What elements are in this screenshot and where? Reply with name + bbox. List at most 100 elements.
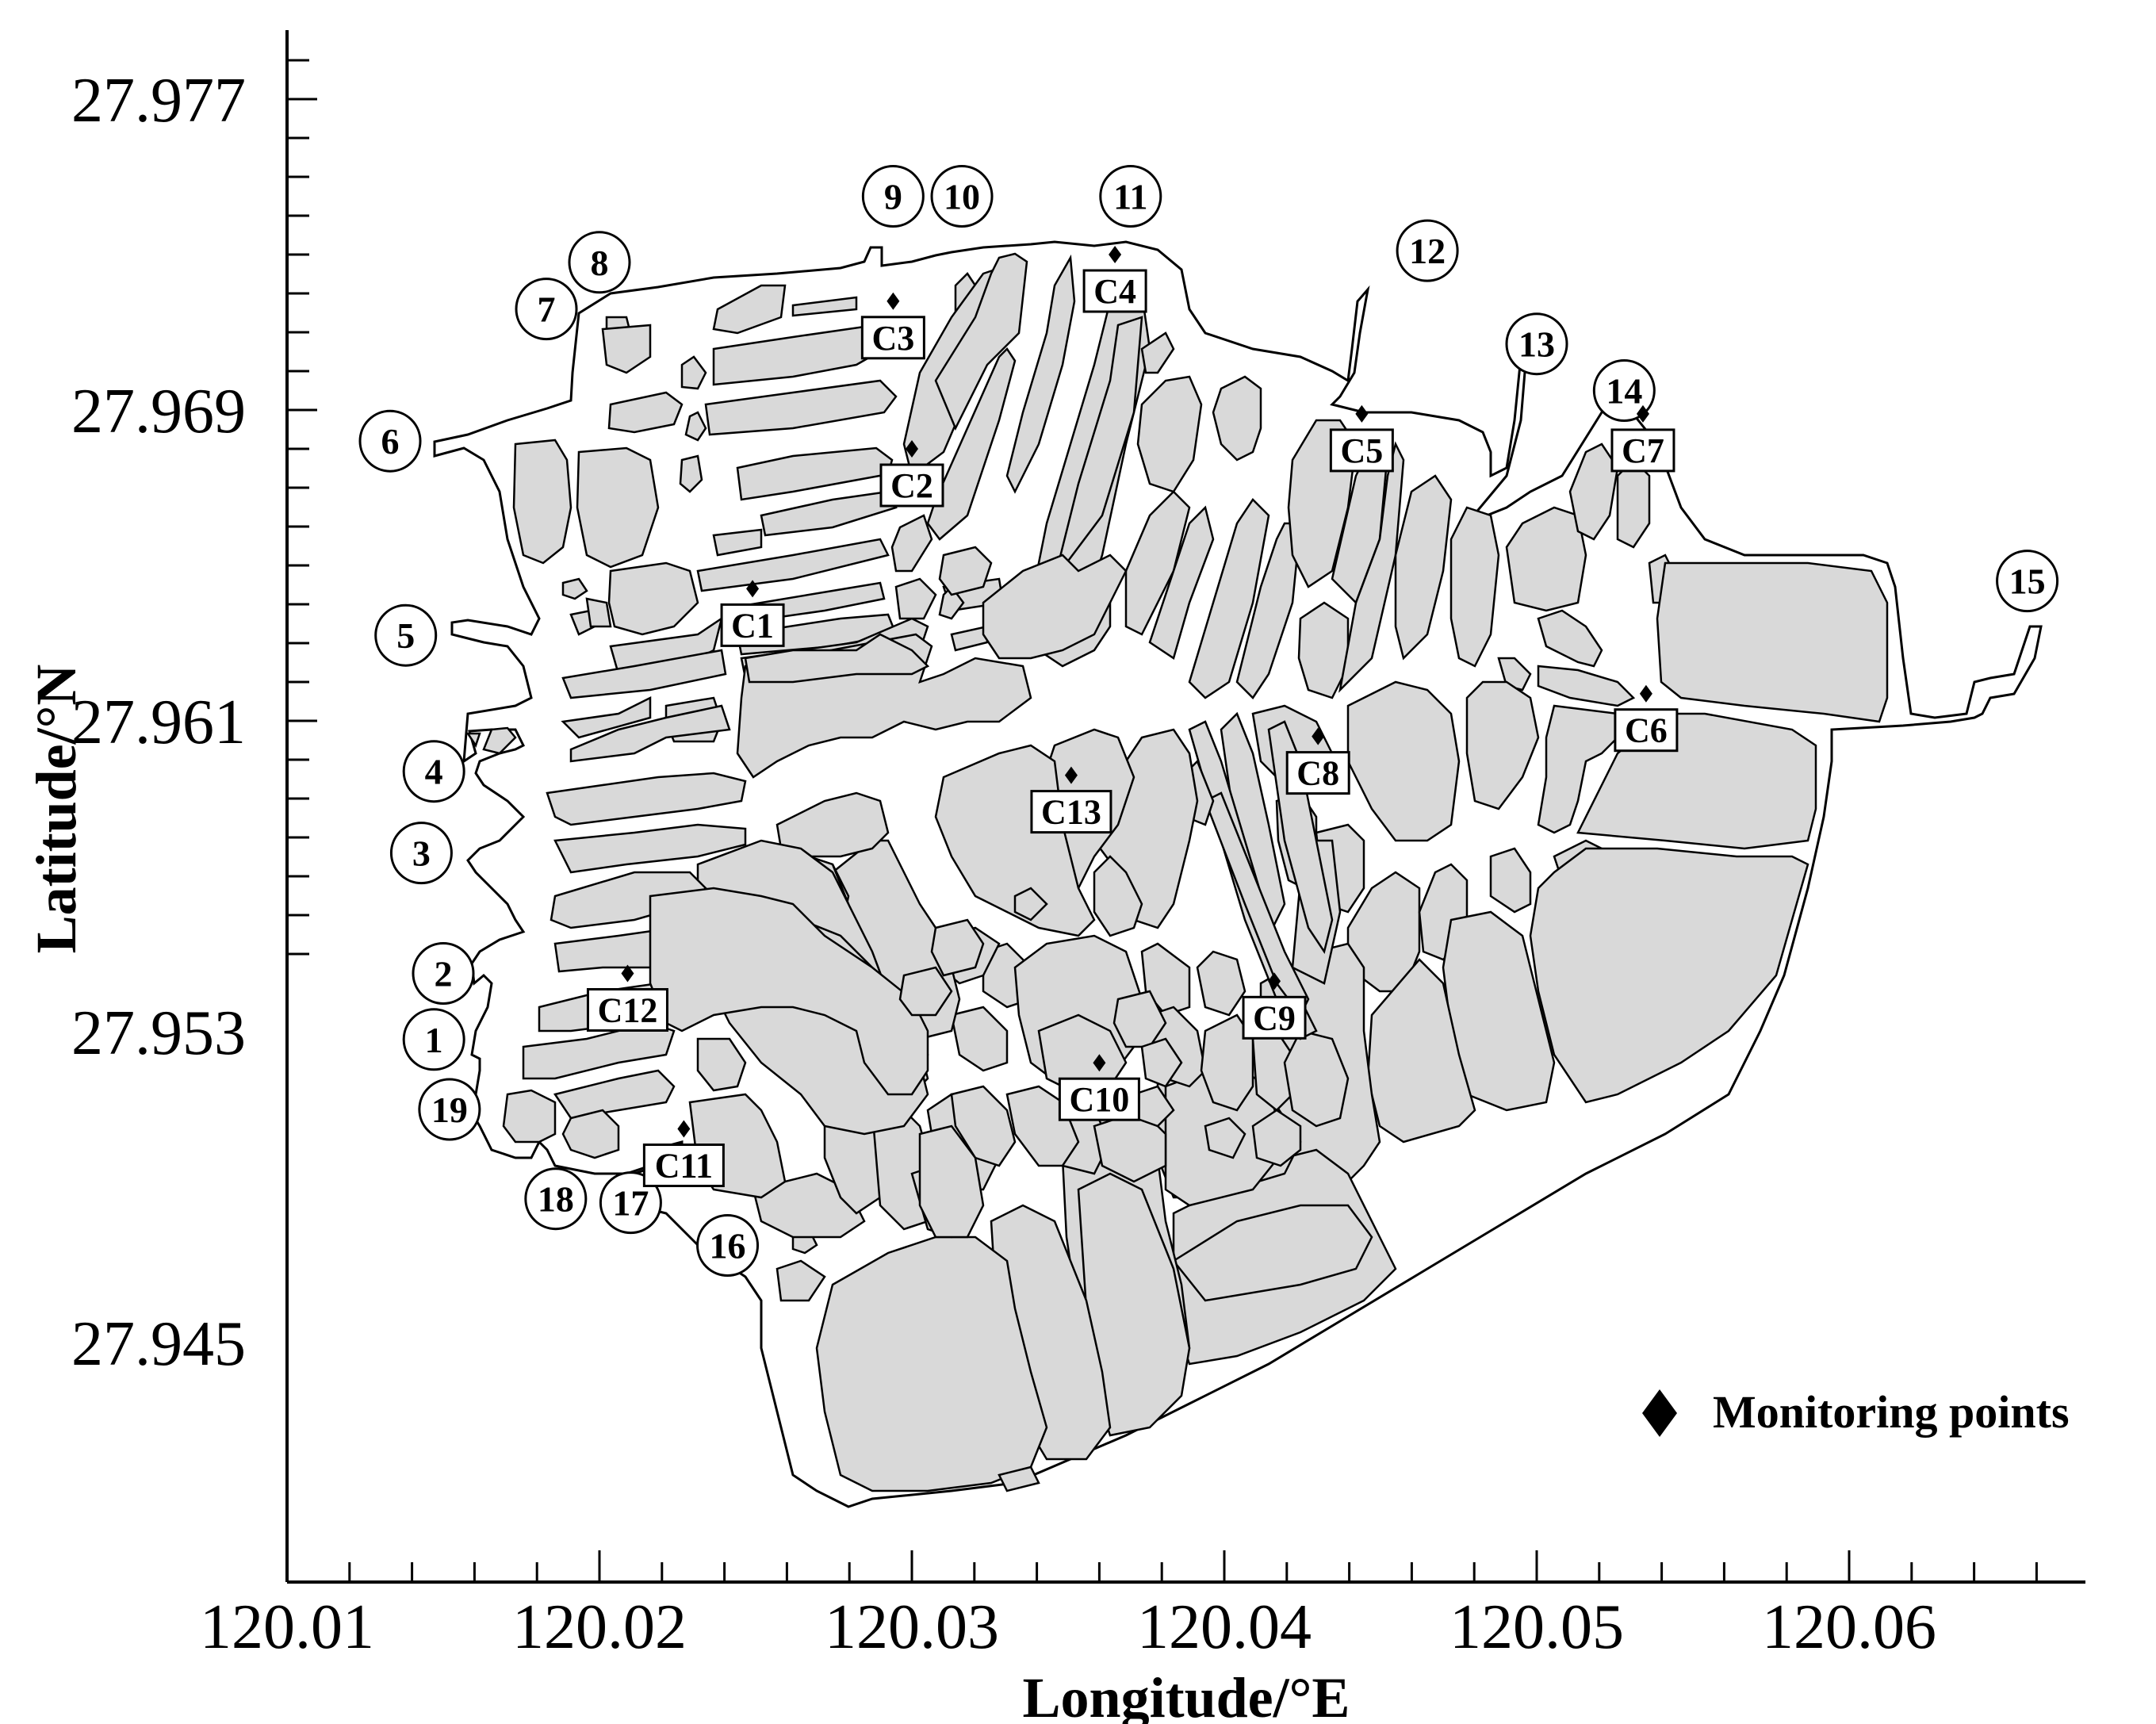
- cell: [502, 1089, 557, 1144]
- opening-circle: [389, 822, 453, 885]
- cell: [1172, 1204, 1373, 1302]
- opening-label: 17: [612, 1183, 649, 1224]
- cell: [569, 704, 731, 763]
- opening-circle: [599, 1171, 662, 1235]
- cell: [680, 355, 707, 390]
- cell: [1013, 887, 1048, 921]
- opening-label: 9: [884, 177, 902, 217]
- diamond-marker-icon: [887, 292, 900, 310]
- point-label-box: [1285, 751, 1350, 795]
- cell: [1037, 1013, 1128, 1096]
- opening-marker: 14: [1592, 359, 1656, 422]
- x-tick-label: 120.04: [1137, 1592, 1312, 1662]
- x-axis-title: Longitude/°E: [1023, 1666, 1350, 1724]
- opening-circle: [402, 740, 465, 803]
- opening-label: 16: [710, 1226, 746, 1266]
- cell: [465, 732, 481, 748]
- cell: [1204, 1117, 1246, 1159]
- cell: [930, 918, 985, 977]
- y-tick-label: 27.953: [71, 998, 246, 1068]
- y-tick-labels: 27.977 27.969 27.961 27.953 27.945: [71, 66, 246, 1379]
- cell: [1489, 847, 1532, 914]
- monitoring-point: C3: [860, 292, 925, 360]
- opening-label: 14: [1606, 371, 1642, 412]
- opening-label: 10: [944, 177, 980, 217]
- opening-marker: 19: [418, 1078, 481, 1141]
- cell: [934, 252, 1028, 431]
- y-tick-label: 27.945: [71, 1309, 246, 1379]
- opening-marker: 16: [696, 1214, 760, 1277]
- cell: [1136, 375, 1203, 493]
- diamond-marker-icon: [1355, 404, 1369, 423]
- cell: [1140, 331, 1175, 374]
- opening-label: 1: [425, 1020, 443, 1060]
- opening-circle: [696, 1214, 760, 1277]
- opening-marker: 6: [358, 409, 422, 473]
- legend: Monitoring points: [1642, 1386, 2070, 1438]
- opening-marker: 13: [1505, 312, 1568, 376]
- diamond-marker-icon: [1636, 404, 1649, 423]
- opening-circle: [930, 165, 994, 228]
- x-tick-label: 120.01: [200, 1592, 374, 1662]
- diamond-marker-icon: [1268, 972, 1281, 990]
- point-label: C5: [1340, 431, 1383, 470]
- monitoring-point: C5: [1329, 404, 1394, 473]
- cell: [894, 577, 937, 620]
- point-label: C9: [1253, 998, 1296, 1037]
- opening-label: 4: [425, 752, 443, 792]
- axis-ticks: [285, 59, 2038, 1582]
- point-label: C11: [655, 1147, 713, 1186]
- cell: [712, 528, 763, 557]
- cell: [1346, 680, 1461, 842]
- point-label: C3: [871, 319, 914, 358]
- cell: [1251, 1109, 1302, 1167]
- opening-circle: [1099, 165, 1162, 228]
- cell: [1529, 847, 1809, 1104]
- opening-marker: 7: [515, 278, 578, 341]
- x-tick-label: 120.06: [1762, 1592, 1936, 1662]
- opening-label: 12: [1409, 231, 1446, 271]
- opening-circle: [568, 231, 631, 294]
- point-label-box: [1030, 790, 1112, 834]
- cell: [607, 391, 684, 434]
- diamond-marker-icon: [677, 1120, 691, 1138]
- point-label-box: [1329, 428, 1394, 473]
- monitoring-point: C13: [1030, 766, 1112, 834]
- opening-circle: [412, 942, 475, 1005]
- opening-marker: 2: [412, 942, 475, 1005]
- opening-label: 3: [412, 833, 431, 874]
- monitoring-point: C6: [1614, 684, 1679, 753]
- cell: [998, 1465, 1040, 1492]
- cell: [926, 347, 1017, 541]
- point-label-box: [860, 316, 925, 360]
- cell: [684, 411, 707, 442]
- point-label-box: [1058, 1077, 1140, 1121]
- opening-marker: 9: [861, 165, 925, 228]
- monitoring-point: C8: [1285, 727, 1350, 795]
- diamond-marker-icon: [746, 580, 760, 598]
- cell: [1212, 375, 1262, 462]
- cell: [712, 284, 787, 335]
- point-label-box: [1242, 995, 1307, 1040]
- cell: [1465, 680, 1540, 810]
- cell: [950, 1006, 1009, 1072]
- cell: [576, 446, 660, 569]
- y-axis-title: Latitude/°N: [25, 665, 88, 954]
- diamond-marker-icon: [1064, 766, 1078, 784]
- cell: [1338, 441, 1405, 693]
- opening-circle: [402, 1008, 465, 1071]
- cell: [679, 454, 703, 493]
- cell: [744, 633, 930, 684]
- diamond-marker-icon: [906, 440, 918, 458]
- cell: [1297, 601, 1350, 699]
- cell: [696, 538, 890, 592]
- cell: [1449, 506, 1500, 668]
- cell: [512, 439, 573, 565]
- point-label: C8: [1296, 754, 1339, 793]
- opening-label: 8: [591, 243, 609, 283]
- grid-cells: [465, 252, 1889, 1492]
- cell: [775, 1259, 826, 1302]
- opening-circle: [1592, 359, 1656, 422]
- x-tick-labels: 120.01 120.02 120.03 120.04 120.05 120.06: [200, 1592, 1936, 1662]
